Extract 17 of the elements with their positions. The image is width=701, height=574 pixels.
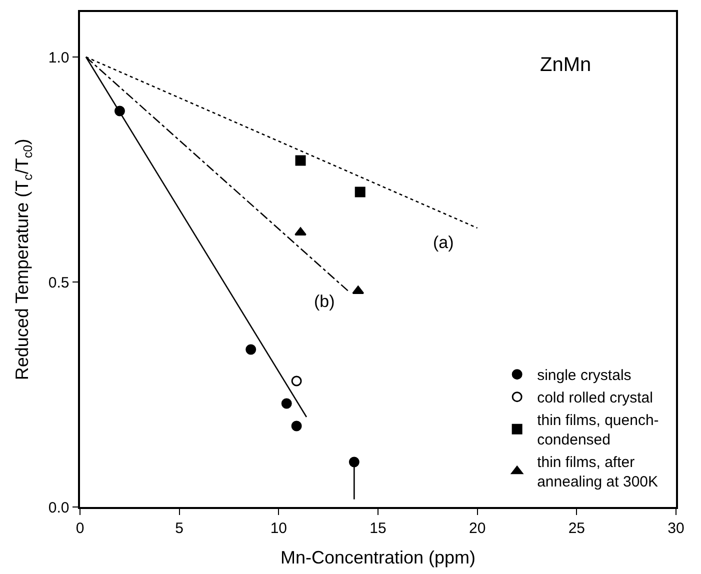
- annotation: (a): [433, 233, 454, 252]
- x-tick-label: 25: [568, 520, 586, 537]
- legend-label: cold rolled crystal: [537, 390, 653, 407]
- y-tick-label: 0.5: [48, 274, 70, 292]
- x-tick-label: 5: [175, 520, 184, 537]
- y-tick-label: 1.0: [48, 49, 70, 66]
- annotation: ZnMn: [540, 54, 592, 76]
- annotation: (b): [314, 292, 335, 311]
- x-tick-label: 30: [668, 520, 684, 537]
- x-axis-title: Mn-Concentration (ppm): [280, 547, 476, 568]
- y-tick-label: 0.0: [48, 499, 70, 516]
- x-tick-label: 15: [370, 520, 386, 537]
- x-tick-label: 20: [468, 520, 486, 537]
- x-tick-label: 0: [76, 520, 84, 537]
- x-tick-label: 10: [270, 520, 288, 537]
- legend-label: single crystals: [537, 367, 632, 384]
- legend-label: thin films, after annealing at 300K: [537, 454, 658, 491]
